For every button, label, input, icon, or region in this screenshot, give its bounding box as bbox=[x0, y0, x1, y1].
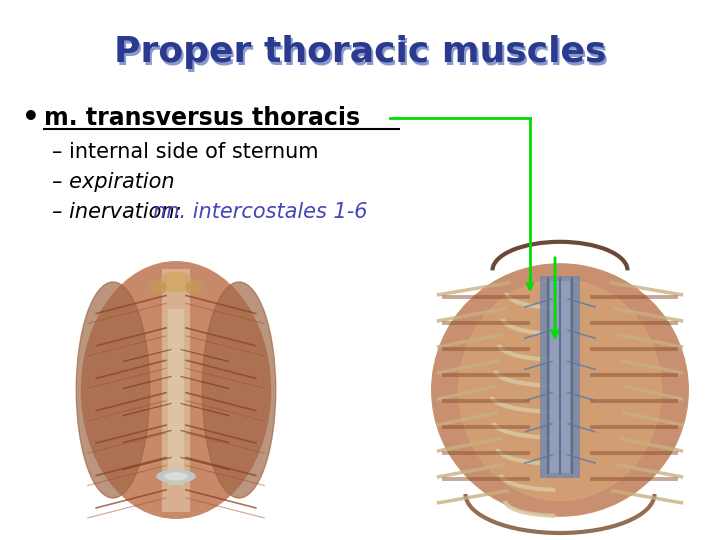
Text: Proper thoracic muscles: Proper thoracic muscles bbox=[114, 35, 606, 69]
Ellipse shape bbox=[459, 280, 661, 501]
Bar bbox=[168, 309, 184, 484]
Text: – inervation:: – inervation: bbox=[52, 202, 188, 222]
Ellipse shape bbox=[202, 282, 276, 498]
Text: Proper thoracic muscles: Proper thoracic muscles bbox=[116, 38, 608, 72]
Bar bbox=[550, 281, 570, 473]
Text: – expiration: – expiration bbox=[52, 172, 175, 192]
Ellipse shape bbox=[186, 280, 202, 294]
Ellipse shape bbox=[161, 272, 191, 292]
Ellipse shape bbox=[76, 282, 150, 498]
Ellipse shape bbox=[432, 264, 688, 516]
Bar bbox=[540, 275, 580, 478]
Text: – internal side of sternum: – internal side of sternum bbox=[52, 142, 318, 162]
Text: m. transversus thoracis: m. transversus thoracis bbox=[44, 106, 360, 130]
Text: •: • bbox=[22, 104, 40, 132]
Ellipse shape bbox=[157, 470, 195, 482]
Ellipse shape bbox=[165, 473, 187, 480]
Ellipse shape bbox=[150, 280, 166, 294]
Ellipse shape bbox=[81, 262, 271, 518]
Text: nn. intercostales 1-6: nn. intercostales 1-6 bbox=[153, 202, 367, 222]
Bar bbox=[162, 268, 190, 511]
